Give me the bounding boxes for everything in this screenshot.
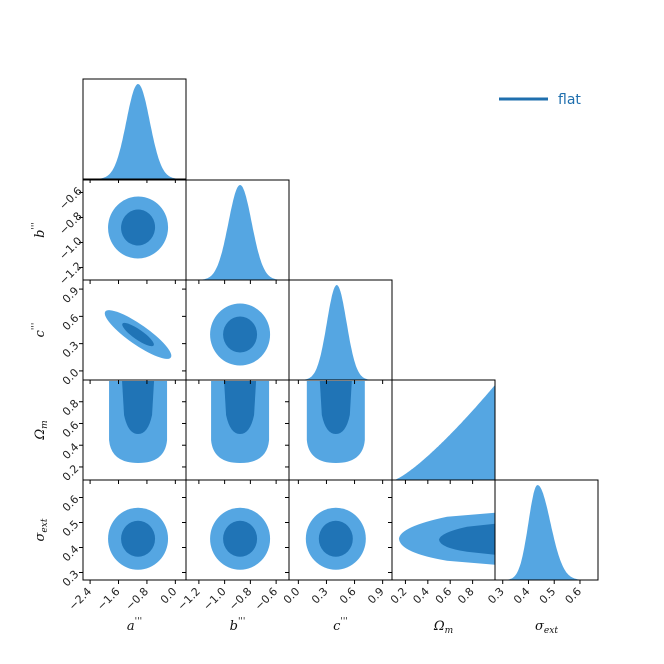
marginal-2 xyxy=(289,285,392,380)
ytick-label-2-2: 0.6 xyxy=(60,312,82,334)
ytick-label-1-0: −1.2 xyxy=(57,259,85,287)
ytick-label-1-1: −1.0 xyxy=(57,234,85,262)
ylabel-2: c''' xyxy=(31,323,48,338)
panels-group xyxy=(79,78,599,584)
xtick-label-2-2: 0.6 xyxy=(337,585,359,607)
xtick-label-4-3: 0.6 xyxy=(563,585,585,607)
marginal-0 xyxy=(83,84,186,179)
xtick-label-0-1: −1.6 xyxy=(95,585,123,613)
contour-r4-c2-inner xyxy=(318,520,353,557)
ytick-label-4-0: 0.3 xyxy=(60,568,82,590)
xlabel-2: c''' xyxy=(333,617,348,634)
panel-frame-r4-c4 xyxy=(494,479,599,581)
xtick-label-3-1: 0.4 xyxy=(410,585,432,607)
contour-r3-c1-inner xyxy=(224,381,257,434)
contour-r4-c0-inner xyxy=(121,520,156,557)
contour-r1-c0-inner xyxy=(121,209,156,246)
ytick-label-3-1: 0.4 xyxy=(60,440,82,462)
xtick-label-3-0: 0.2 xyxy=(388,585,410,607)
ylabel-1: b''' xyxy=(31,222,48,238)
xtick-label-0-0: −2.4 xyxy=(66,585,94,613)
contour-r4-c1-inner xyxy=(223,520,258,557)
ylabel-3: Ωm xyxy=(33,420,50,440)
ytick-label-3-3: 0.8 xyxy=(60,397,82,419)
xtick-label-4-2: 0.5 xyxy=(537,585,559,607)
xtick-label-3-2: 0.6 xyxy=(433,585,455,607)
xlabel-0: a''' xyxy=(127,617,142,634)
legend-label-flat: flat xyxy=(558,92,581,108)
ytick-label-4-2: 0.5 xyxy=(60,518,82,540)
marginal-3 xyxy=(392,385,495,480)
xtick-label-1-1: −1.0 xyxy=(201,585,229,613)
ytick-label-4-1: 0.4 xyxy=(60,543,82,565)
contour-r2-c1-inner xyxy=(223,316,258,353)
ytick-label-2-1: 0.3 xyxy=(60,339,82,361)
xtick-label-2-1: 0.3 xyxy=(309,585,331,607)
xtick-label-1-2: −0.8 xyxy=(226,585,254,613)
xtick-label-2-0: 0.0 xyxy=(281,585,303,607)
xtick-label-1-3: −0.6 xyxy=(252,585,280,613)
xtick-label-3-3: 0.8 xyxy=(455,585,477,607)
panel-frame-r0-c0 xyxy=(82,78,187,180)
ytick-label-1-2: −0.8 xyxy=(57,209,85,237)
marginal-1 xyxy=(186,185,289,280)
ylabel-4: σext xyxy=(33,518,50,541)
xtick-label-2-3: 0.9 xyxy=(365,585,387,607)
xlabel-3: Ωm xyxy=(433,619,453,636)
ytick-label-2-0: 0.0 xyxy=(60,366,82,388)
legend: flat xyxy=(499,92,581,108)
marginal-4 xyxy=(495,485,598,580)
ytick-label-2-3: 0.9 xyxy=(60,284,82,306)
xtick-label-4-0: 0.3 xyxy=(485,585,507,607)
xlabel-4: σext xyxy=(535,619,558,636)
xtick-label-1-0: −1.2 xyxy=(175,585,203,613)
contour-r2-c0-inner xyxy=(122,322,154,347)
contour-r3-c0-inner xyxy=(122,381,155,434)
xlabel-1: b''' xyxy=(230,617,246,634)
contour-r3-c2-inner xyxy=(319,381,352,434)
ytick-label-3-0: 0.2 xyxy=(60,462,82,484)
ytick-label-1-3: −0.6 xyxy=(57,184,85,212)
ytick-label-4-3: 0.6 xyxy=(60,493,82,515)
xtick-label-0-2: −0.8 xyxy=(123,585,151,613)
xtick-label-4-1: 0.4 xyxy=(511,585,533,607)
contour-r4-c3-inner xyxy=(439,523,495,555)
ytick-label-3-2: 0.6 xyxy=(60,419,82,441)
